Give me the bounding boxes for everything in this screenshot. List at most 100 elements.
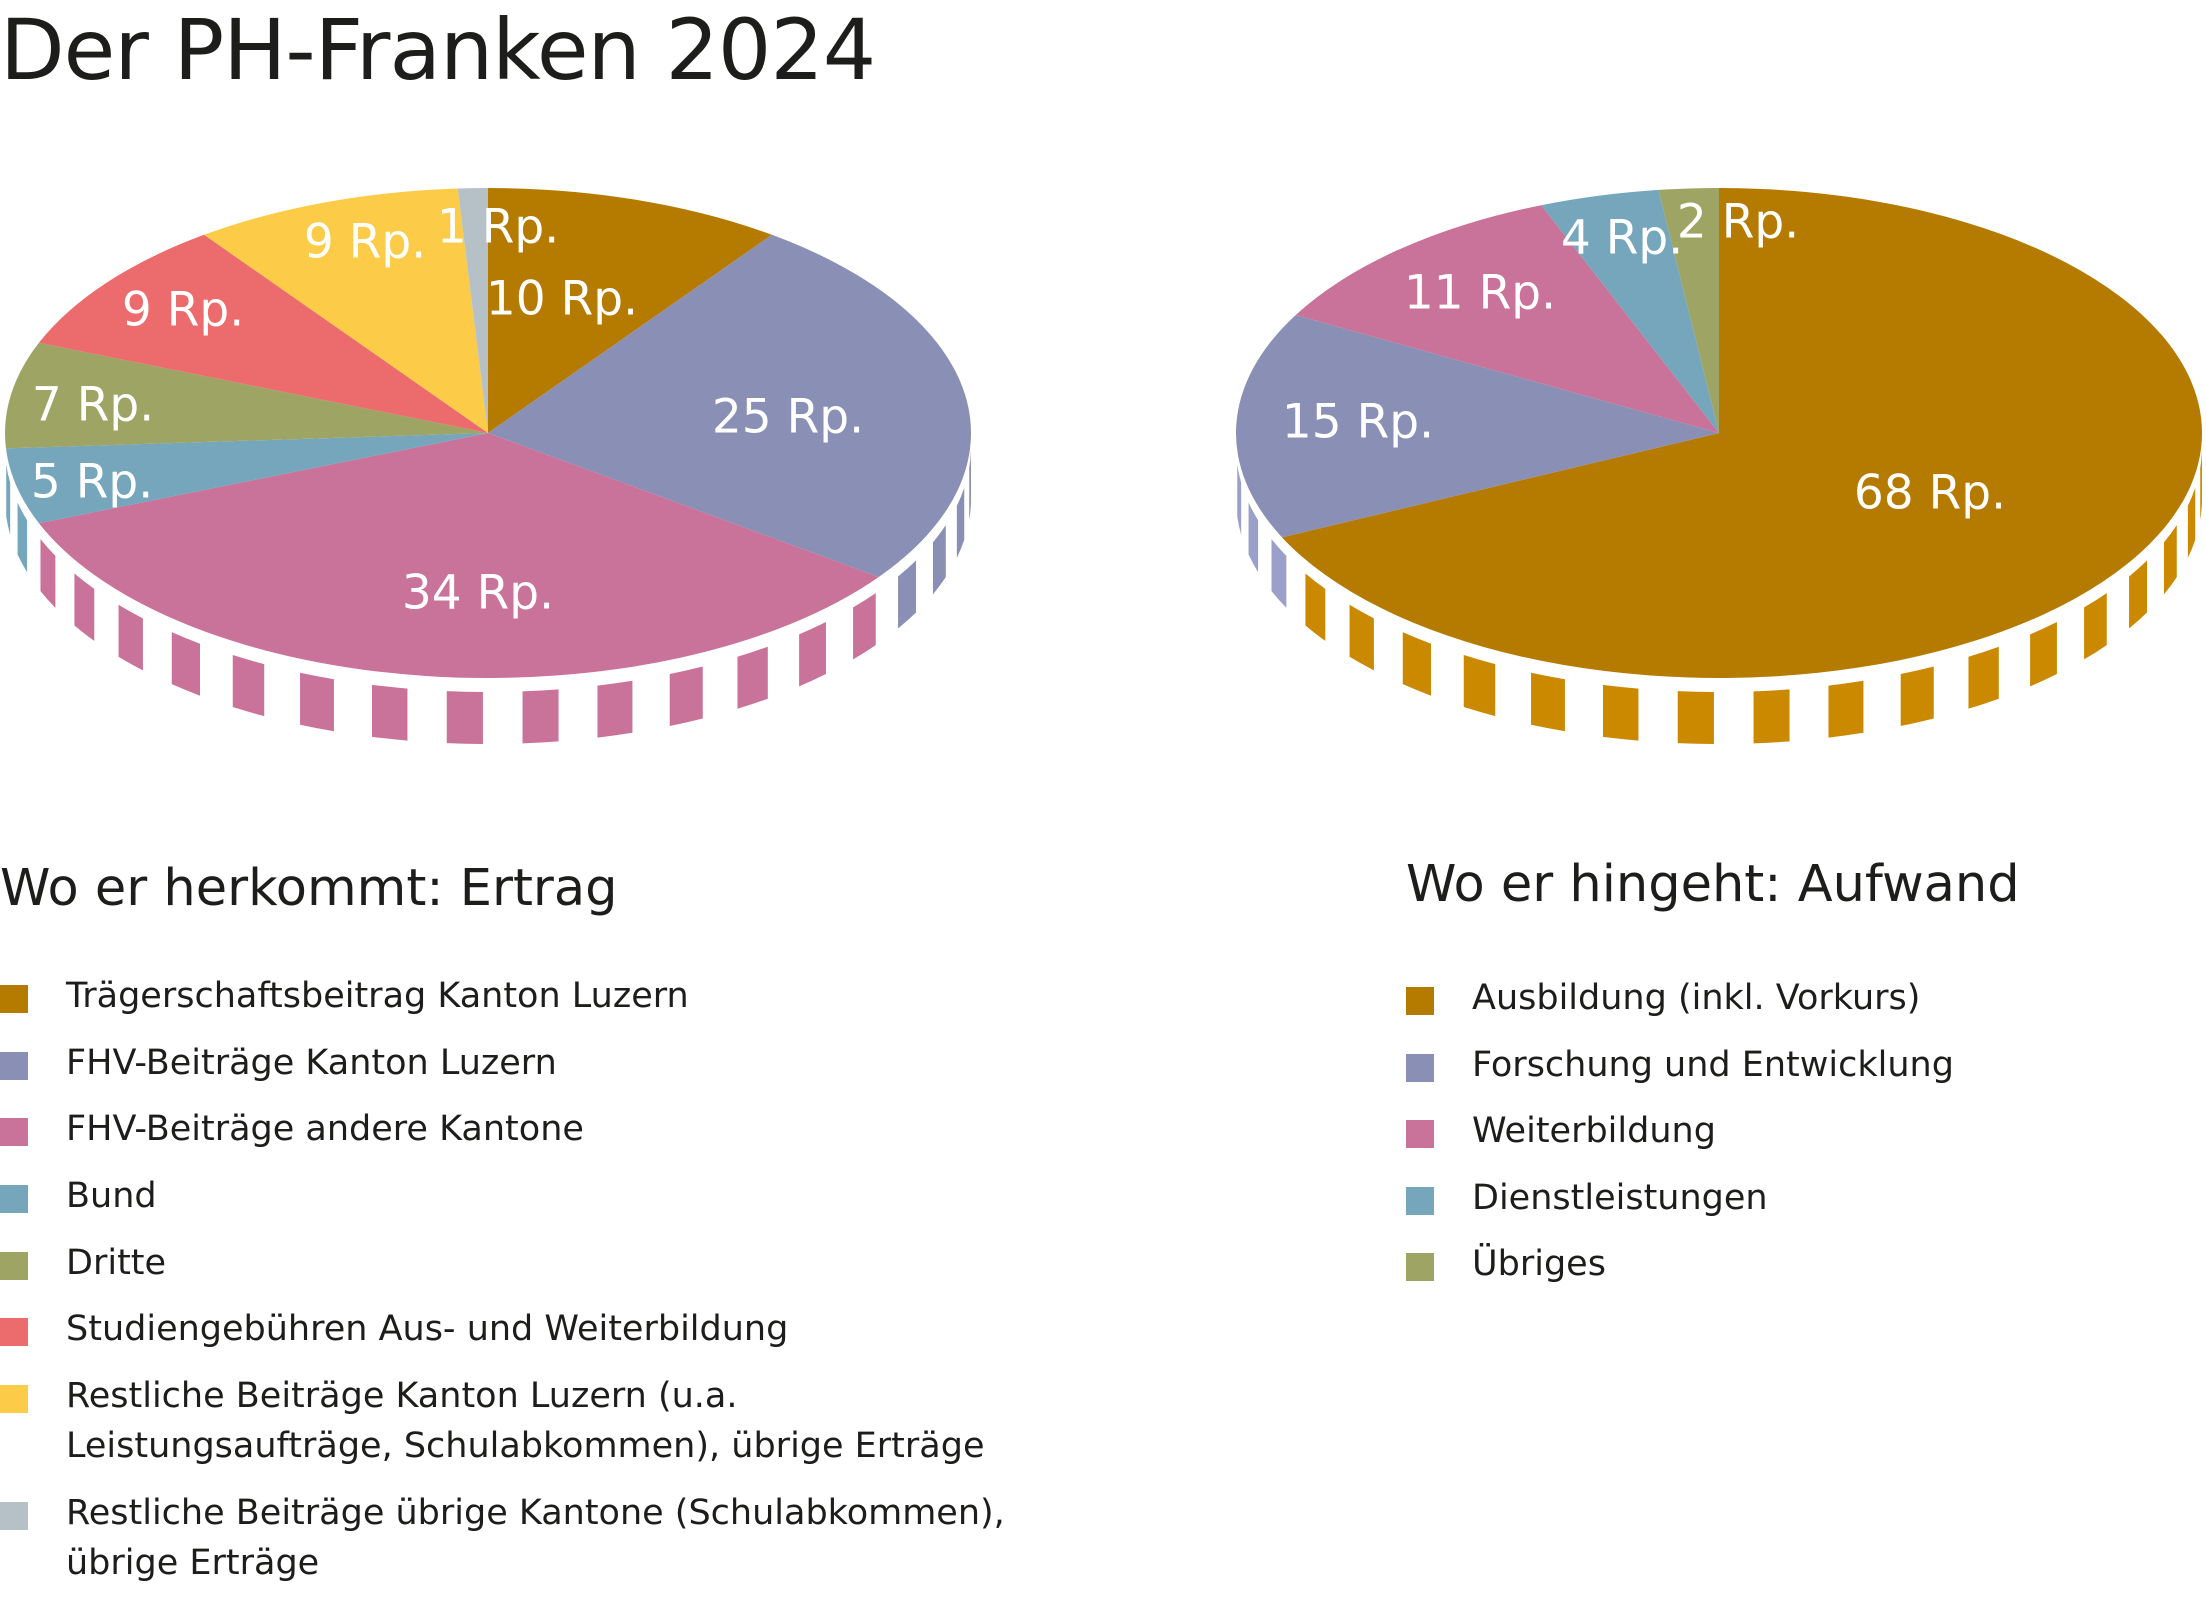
legend-swatch — [0, 1318, 28, 1347]
legend-swatch — [1406, 1053, 1434, 1082]
rim-tile — [232, 654, 265, 717]
legend-item: Restliche Beiträge Kanton Luzern (u.a. L… — [0, 1371, 1040, 1471]
rim-tile — [853, 593, 876, 660]
rim-tile — [2030, 622, 2057, 687]
slice-value-label: 68 Rp. — [1854, 466, 2006, 521]
rim-tile — [1402, 632, 1432, 696]
rim-tile — [1349, 604, 1374, 671]
legend-swatch — [0, 1185, 28, 1214]
legend-label: Forschung und Entwicklung — [1472, 1044, 1954, 1085]
slice-value-label: 2 Rp. — [1677, 195, 1799, 250]
chart-title-ertrag: Wo er herkommt: Ertrag — [0, 859, 618, 918]
slice-value-label: 1 Rp. — [437, 200, 559, 255]
pie-slice — [1541, 189, 1719, 433]
slice-value-label: 9 Rp. — [122, 283, 244, 338]
pie-chart-0: 10 Rp.25 Rp.34 Rp.5 Rp.7 Rp.9 Rp.9 Rp. 1 … — [5, 188, 971, 744]
rim-tile — [371, 684, 408, 741]
rim-tile — [969, 449, 971, 520]
rim-tile — [1463, 654, 1496, 717]
legend-swatch — [0, 1501, 28, 1530]
rim-tile — [2187, 487, 2196, 558]
legend-swatch — [1406, 1253, 1434, 1281]
pie-slice — [1658, 188, 1719, 433]
rim-tile — [446, 691, 483, 744]
rim-tile — [1305, 573, 1326, 641]
legend-item: Weiterbildung — [1406, 1106, 2186, 1156]
legend-label: Ausbildung (inkl. Vorkurs) — [1472, 978, 1921, 1018]
legend-item: Dienstleistungen — [1406, 1173, 2186, 1223]
pie-slice — [1281, 188, 2202, 678]
rim-tile — [737, 646, 768, 709]
legend-swatch — [0, 1385, 28, 1414]
slice-value-label: 9 Rp. — [304, 215, 426, 270]
rim-tile — [1602, 684, 1639, 741]
legend-swatch — [1406, 987, 1434, 1015]
coin-rim-1 — [1237, 449, 2202, 744]
slice-value-label: 34 Rp. — [402, 566, 554, 621]
rim-tile — [597, 680, 633, 738]
legend-aufwand: Ausbildung (inkl. Vorkurs) Forschung und … — [1406, 973, 2186, 1306]
rim-tile — [956, 487, 965, 558]
legend-label: Weiterbildung — [1472, 1111, 1716, 1151]
legend-item: FHV-Beiträge andere Kantone — [0, 1104, 1040, 1154]
rim-tile — [171, 632, 201, 696]
legend-label: Trägerschaftsbeitrag Kanton Luzern — [66, 976, 689, 1016]
rim-tile — [2084, 593, 2107, 660]
rim-tile — [6, 464, 11, 535]
rim-tile — [300, 672, 334, 732]
rim-tile — [932, 525, 946, 595]
legend-item: FHV-Beiträge Kanton Luzern — [0, 1038, 1040, 1088]
legend-label: Restliche Beiträge Kanton Luzern (u.a. L… — [66, 1376, 985, 1467]
rim-tile — [2163, 525, 2177, 595]
legend-item: Restliche Beiträge übrige Kantone (Schul… — [0, 1488, 1040, 1588]
legend-label: Dienstleistungen — [1472, 1177, 1768, 1218]
rim-tile — [799, 622, 826, 687]
coin-rim-0 — [6, 449, 971, 744]
slice-value-label: 25 Rp. — [712, 390, 864, 445]
pie-slice — [38, 234, 488, 433]
pie-slice — [488, 234, 971, 578]
rim-tile — [1237, 464, 1242, 535]
legend-label: FHV-Beiträge Kanton Luzern — [66, 1042, 557, 1083]
rim-tile — [1900, 666, 1934, 726]
legend-swatch — [1406, 1186, 1434, 1215]
legend-item: Trägerschaftsbeitrag Kanton Luzern — [0, 971, 1040, 1021]
pie-slice — [457, 188, 488, 433]
pie-chart-1: 68 Rp. 15 Rp. 11 Rp.4 Rp.2 Rp. — [1236, 188, 2202, 744]
legend-label: Dritte — [66, 1242, 167, 1283]
legend-swatch — [0, 1251, 28, 1280]
legend-item: Studiengebühren Aus- und Weiterbildung — [0, 1304, 1040, 1354]
slice-value-label: 11 Rp. — [1404, 266, 1556, 321]
pie-slice — [1295, 205, 1719, 433]
rim-tile — [1677, 691, 1714, 744]
legend-item: Bund — [0, 1171, 1040, 1221]
legend-swatch — [0, 1051, 28, 1080]
rim-tile — [1248, 502, 1259, 573]
rim-tile — [898, 560, 917, 629]
slice-value-label: 4 Rp. — [1561, 211, 1683, 266]
pie-charts: 10 Rp.25 Rp.34 Rp.5 Rp.7 Rp.9 Rp.9 Rp. 1 … — [5, 188, 2202, 744]
legend-swatch — [0, 985, 28, 1013]
rim-tile — [1753, 689, 1790, 744]
rim-tile — [40, 539, 56, 608]
pie-slice — [5, 433, 488, 524]
legend-label: Studiengebühren Aus- und Weiterbildung — [66, 1309, 789, 1350]
pie-slice — [5, 342, 489, 449]
rim-tile — [1828, 680, 1864, 738]
rim-tile — [74, 573, 95, 641]
pie-slice — [204, 188, 488, 433]
legend-swatch — [1406, 1120, 1434, 1148]
slice-value-label: 10 Rp. — [486, 272, 638, 327]
legend-swatch — [0, 1118, 28, 1147]
legend-item: Übriges — [1406, 1239, 2186, 1289]
page-title: Der PH-Franken 2024 — [0, 1, 876, 99]
legend-label: FHV-Beiträge andere Kantone — [66, 1109, 584, 1150]
rim-tile — [118, 604, 143, 671]
slice-value-label: 15 Rp. — [1282, 395, 1434, 450]
pie-slice — [488, 188, 772, 433]
rim-tile — [669, 666, 703, 726]
chart-title-aufwand: Wo er hingeht: Aufwand — [1406, 855, 2020, 914]
legend-label: Übriges — [1472, 1244, 1606, 1284]
slice-value-label: 5 Rp. — [31, 455, 153, 510]
legend-item: Dritte — [0, 1238, 1040, 1288]
